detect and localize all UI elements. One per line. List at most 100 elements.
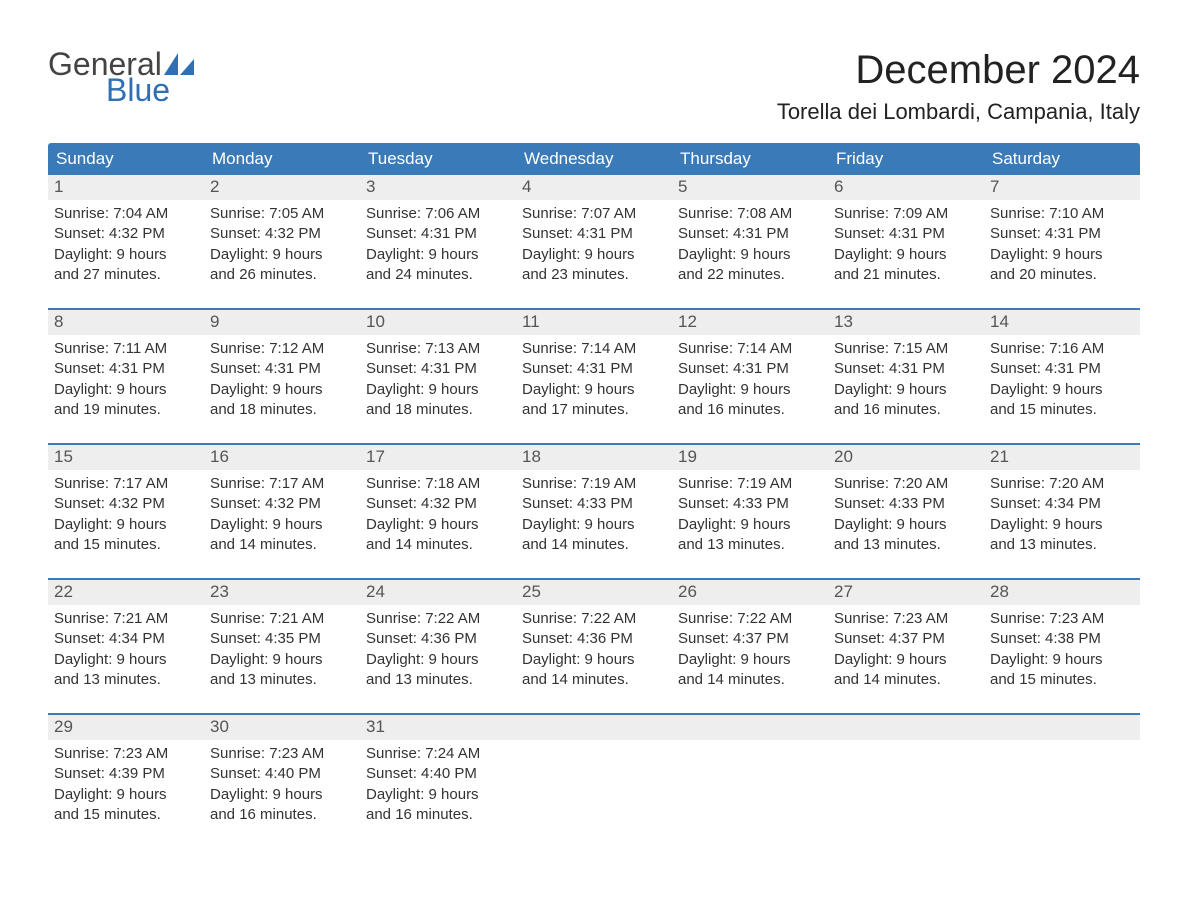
daylight-line2: and 23 minutes. <box>522 265 666 285</box>
daylight-line2: and 19 minutes. <box>54 400 198 420</box>
daylight-line1: Daylight: 9 hours <box>522 245 666 265</box>
day-cell: Sunrise: 7:13 AMSunset: 4:31 PMDaylight:… <box>360 335 516 431</box>
day-number: 15 <box>48 445 204 470</box>
sunrise-text: Sunrise: 7:05 AM <box>210 204 354 224</box>
daynum-band: 22232425262728 <box>48 580 1140 605</box>
daylight-line1: Daylight: 9 hours <box>522 650 666 670</box>
daylight-line2: and 14 minutes. <box>678 670 822 690</box>
sunrise-text: Sunrise: 7:14 AM <box>522 339 666 359</box>
sunset-text: Sunset: 4:31 PM <box>522 224 666 244</box>
day-number: 13 <box>828 310 984 335</box>
daylight-line2: and 27 minutes. <box>54 265 198 285</box>
daylight-line2: and 16 minutes. <box>210 805 354 825</box>
month-title: December 2024 <box>777 48 1140 93</box>
day-cell: Sunrise: 7:14 AMSunset: 4:31 PMDaylight:… <box>672 335 828 431</box>
daylight-line2: and 15 minutes. <box>990 400 1134 420</box>
daynum-band: 1234567 <box>48 175 1140 200</box>
daylight-line1: Daylight: 9 hours <box>678 650 822 670</box>
day-cell: Sunrise: 7:09 AMSunset: 4:31 PMDaylight:… <box>828 200 984 296</box>
sunset-text: Sunset: 4:40 PM <box>366 764 510 784</box>
daylight-line2: and 21 minutes. <box>834 265 978 285</box>
daylight-line2: and 14 minutes. <box>366 535 510 555</box>
daynum-band: 293031 <box>48 715 1140 740</box>
sunrise-text: Sunrise: 7:23 AM <box>834 609 978 629</box>
daylight-line2: and 14 minutes. <box>834 670 978 690</box>
sunrise-text: Sunrise: 7:22 AM <box>678 609 822 629</box>
sunset-text: Sunset: 4:31 PM <box>210 359 354 379</box>
sunset-text: Sunset: 4:32 PM <box>210 494 354 514</box>
sunrise-text: Sunrise: 7:07 AM <box>522 204 666 224</box>
day-number: 14 <box>984 310 1140 335</box>
daylight-line2: and 15 minutes. <box>54 805 198 825</box>
dow-tuesday: Tuesday <box>360 143 516 175</box>
week-row: 1234567Sunrise: 7:04 AMSunset: 4:32 PMDa… <box>48 175 1140 296</box>
logo-word-blue: Blue <box>106 74 198 106</box>
sunrise-text: Sunrise: 7:21 AM <box>210 609 354 629</box>
sunrise-text: Sunrise: 7:22 AM <box>522 609 666 629</box>
sunrise-text: Sunrise: 7:20 AM <box>990 474 1134 494</box>
daylight-line2: and 20 minutes. <box>990 265 1134 285</box>
sunset-text: Sunset: 4:34 PM <box>990 494 1134 514</box>
sunset-text: Sunset: 4:33 PM <box>834 494 978 514</box>
sunset-text: Sunset: 4:39 PM <box>54 764 198 784</box>
day-number <box>516 715 672 740</box>
day-number: 29 <box>48 715 204 740</box>
sunset-text: Sunset: 4:40 PM <box>210 764 354 784</box>
daylight-line2: and 22 minutes. <box>678 265 822 285</box>
sunrise-text: Sunrise: 7:21 AM <box>54 609 198 629</box>
day-cell: Sunrise: 7:15 AMSunset: 4:31 PMDaylight:… <box>828 335 984 431</box>
day-number: 17 <box>360 445 516 470</box>
daylight-line1: Daylight: 9 hours <box>210 245 354 265</box>
day-cell: Sunrise: 7:19 AMSunset: 4:33 PMDaylight:… <box>672 470 828 566</box>
day-cell <box>828 740 984 836</box>
day-cell: Sunrise: 7:22 AMSunset: 4:36 PMDaylight:… <box>516 605 672 701</box>
daylight-line2: and 16 minutes. <box>678 400 822 420</box>
week-row: 891011121314Sunrise: 7:11 AMSunset: 4:31… <box>48 308 1140 431</box>
sunrise-text: Sunrise: 7:23 AM <box>990 609 1134 629</box>
day-number: 25 <box>516 580 672 605</box>
day-number: 24 <box>360 580 516 605</box>
day-cell: Sunrise: 7:17 AMSunset: 4:32 PMDaylight:… <box>204 470 360 566</box>
sunset-text: Sunset: 4:31 PM <box>678 359 822 379</box>
sunrise-text: Sunrise: 7:19 AM <box>678 474 822 494</box>
daylight-line2: and 13 minutes. <box>210 670 354 690</box>
daylight-line1: Daylight: 9 hours <box>678 515 822 535</box>
sunrise-text: Sunrise: 7:20 AM <box>834 474 978 494</box>
daylight-line1: Daylight: 9 hours <box>210 380 354 400</box>
location-text: Torella dei Lombardi, Campania, Italy <box>777 99 1140 125</box>
day-cell: Sunrise: 7:24 AMSunset: 4:40 PMDaylight:… <box>360 740 516 836</box>
day-number: 9 <box>204 310 360 335</box>
logo-sail-icon <box>164 53 198 75</box>
daylight-line1: Daylight: 9 hours <box>54 380 198 400</box>
daylight-line1: Daylight: 9 hours <box>210 650 354 670</box>
sunrise-text: Sunrise: 7:04 AM <box>54 204 198 224</box>
daylight-line2: and 24 minutes. <box>366 265 510 285</box>
daylight-line1: Daylight: 9 hours <box>54 785 198 805</box>
day-number: 23 <box>204 580 360 605</box>
sunrise-text: Sunrise: 7:24 AM <box>366 744 510 764</box>
sunrise-text: Sunrise: 7:17 AM <box>54 474 198 494</box>
daylight-line2: and 13 minutes. <box>678 535 822 555</box>
dow-friday: Friday <box>828 143 984 175</box>
daylight-line2: and 14 minutes. <box>522 670 666 690</box>
daylight-line2: and 16 minutes. <box>834 400 978 420</box>
sunrise-text: Sunrise: 7:09 AM <box>834 204 978 224</box>
sunset-text: Sunset: 4:38 PM <box>990 629 1134 649</box>
daylight-line1: Daylight: 9 hours <box>990 245 1134 265</box>
daylight-line2: and 13 minutes. <box>834 535 978 555</box>
sunrise-text: Sunrise: 7:11 AM <box>54 339 198 359</box>
sunset-text: Sunset: 4:35 PM <box>210 629 354 649</box>
daynum-band: 15161718192021 <box>48 445 1140 470</box>
day-number: 10 <box>360 310 516 335</box>
day-number: 3 <box>360 175 516 200</box>
day-number: 31 <box>360 715 516 740</box>
daylight-line1: Daylight: 9 hours <box>678 245 822 265</box>
day-number: 18 <box>516 445 672 470</box>
day-cell: Sunrise: 7:07 AMSunset: 4:31 PMDaylight:… <box>516 200 672 296</box>
dow-wednesday: Wednesday <box>516 143 672 175</box>
day-number: 1 <box>48 175 204 200</box>
daylight-line1: Daylight: 9 hours <box>366 380 510 400</box>
sunset-text: Sunset: 4:37 PM <box>678 629 822 649</box>
day-number: 19 <box>672 445 828 470</box>
daylight-line1: Daylight: 9 hours <box>366 245 510 265</box>
